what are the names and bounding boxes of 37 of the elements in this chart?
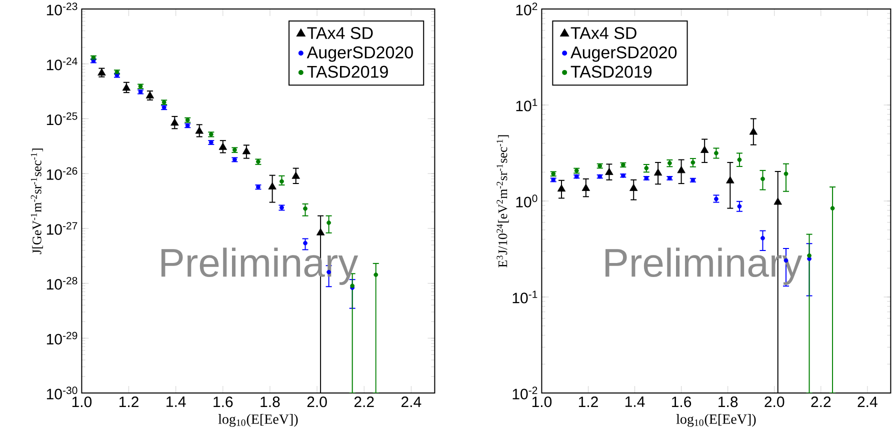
x-tick-label: 1.6 bbox=[672, 396, 692, 408]
x-tick-label: 1.8 bbox=[718, 396, 738, 408]
y-tick-label: 10$^{-25}$ bbox=[46, 112, 78, 126]
x-tick-label: 1.4 bbox=[625, 396, 645, 407]
y-tick-label: 10$^{-26}$ bbox=[46, 167, 78, 180]
text: E$^{3}$J/10$^{24}$[eV$^{2}$m$^{-2}$sr$^{-1}$sec$^{-1}$] bbox=[496, 135, 509, 268]
text: J[GeV$^{-1}$m$^{-2}$sr$^{-1}$sec$^{-1}$] bbox=[30, 148, 43, 254]
y-tick-label: 10$^{-24}$ bbox=[46, 58, 78, 70]
x-tick-label: 2.2 bbox=[811, 396, 831, 408]
legend-label: TASD2019 bbox=[307, 66, 388, 78]
x-tick-label: 1.4 bbox=[166, 396, 186, 407]
x-tick-label: 2.4 bbox=[858, 396, 878, 408]
y-tick-label: 10$^{-27}$ bbox=[46, 222, 78, 235]
legend-label: TASD2019 bbox=[570, 66, 652, 78]
x-axis-title: log$_{10}$(E[EeV]) bbox=[218, 414, 298, 427]
x-axis-title: log$_{10}$(E[EeV]) bbox=[676, 414, 756, 427]
y-tick-label: 10$^{-1}$ bbox=[512, 290, 538, 304]
legend-label: TAx4 SD bbox=[570, 27, 636, 40]
y-tick-label: 10$^{-29}$ bbox=[46, 332, 78, 345]
x-tick-label: 1.0 bbox=[532, 396, 552, 408]
legend-label: TAx4 SD bbox=[307, 27, 373, 40]
y-tick-label: 10$^{2}$ bbox=[516, 2, 538, 16]
x-tick-label: 1.2 bbox=[119, 396, 138, 408]
x-tick-label: 1.8 bbox=[260, 396, 280, 408]
y-tick-label: 10$^{-28}$ bbox=[46, 276, 78, 290]
y-tick-label: 10$^{-23}$ bbox=[46, 2, 78, 16]
y-tick-label: 10$^{1}$ bbox=[516, 98, 538, 112]
x-tick-label: 1.6 bbox=[214, 396, 233, 408]
x-tick-label: 2.2 bbox=[354, 396, 374, 408]
y-tick-label: 10$^{0}$ bbox=[516, 194, 538, 208]
x-tick-label: 1.0 bbox=[72, 396, 92, 408]
x-tick-label: 2.0 bbox=[764, 396, 784, 408]
legend-label: AugerSD2020 bbox=[306, 46, 413, 62]
x-tick-label: 1.2 bbox=[578, 396, 598, 408]
x-tick-label: 2.0 bbox=[307, 396, 327, 408]
legend-label: AugerSD2020 bbox=[570, 46, 677, 62]
x-tick-label: 2.4 bbox=[402, 396, 422, 408]
